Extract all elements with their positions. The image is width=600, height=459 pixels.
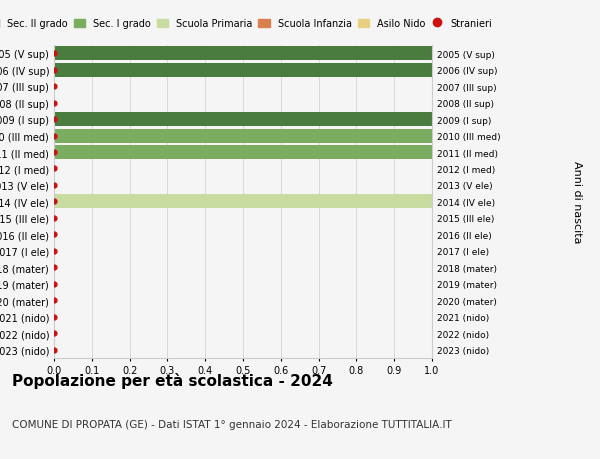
Bar [54, 113, 432, 127]
Bar [54, 195, 432, 209]
Bar [54, 63, 432, 78]
Bar [54, 47, 432, 61]
Text: Popolazione per età scolastica - 2024: Popolazione per età scolastica - 2024 [12, 372, 333, 388]
Legend: Sec. II grado, Sec. I grado, Scuola Primaria, Scuola Infanzia, Asilo Nido, Stran: Sec. II grado, Sec. I grado, Scuola Prim… [0, 17, 495, 32]
Text: COMUNE DI PROPATA (GE) - Dati ISTAT 1° gennaio 2024 - Elaborazione TUTTITALIA.IT: COMUNE DI PROPATA (GE) - Dati ISTAT 1° g… [12, 419, 452, 429]
Bar [54, 129, 432, 143]
Y-axis label: Anni di nascita: Anni di nascita [572, 161, 582, 243]
Bar [54, 146, 432, 160]
